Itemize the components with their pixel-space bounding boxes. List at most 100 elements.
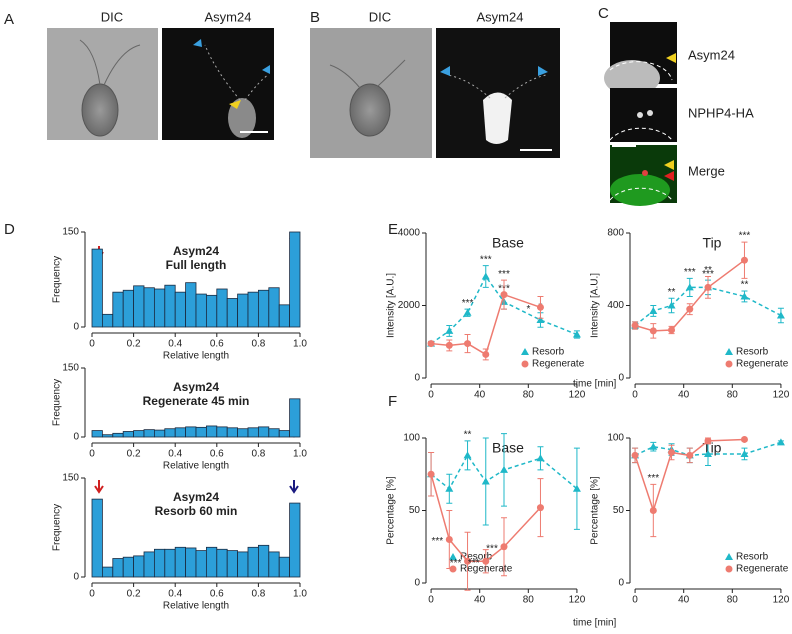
- bar: [143, 429, 155, 438]
- significance: **: [704, 265, 712, 276]
- arrowhead: [538, 66, 548, 76]
- marker: [445, 341, 453, 349]
- x-tick-label: 1.0: [293, 589, 307, 600]
- marker: [667, 301, 676, 309]
- marker: [649, 327, 657, 335]
- marker: [482, 557, 490, 565]
- bar: [133, 430, 145, 438]
- arrowhead: [664, 160, 674, 170]
- marker: [740, 256, 748, 264]
- y-tick-label: 4000: [398, 228, 421, 239]
- bar: [174, 546, 186, 578]
- bar: [164, 428, 176, 438]
- marker: [536, 504, 544, 512]
- arrowhead: [440, 66, 450, 76]
- x-tick-label: 0: [89, 449, 95, 460]
- arrowhead: [193, 39, 202, 47]
- series-line: [430, 474, 542, 562]
- significance: ***: [498, 269, 510, 280]
- x-tick-label: 1.0: [293, 339, 307, 350]
- legend-marker: [521, 360, 529, 368]
- marker: [481, 477, 490, 485]
- fluor-image: [610, 88, 677, 142]
- bar: [268, 551, 280, 578]
- x-tick-label: 0.4: [168, 589, 182, 600]
- bar: [216, 288, 228, 328]
- y-tick-label: 0: [414, 578, 420, 589]
- x-tick-label: 80: [523, 595, 535, 606]
- y-axis-label: Intensity [A.U.]: [590, 273, 601, 338]
- flagella: [204, 44, 269, 101]
- marker: [704, 437, 712, 445]
- bar: [237, 428, 249, 438]
- x-tick-label: 0.8: [251, 339, 265, 350]
- y-tick-label: 0: [73, 322, 79, 333]
- marker: [649, 306, 658, 314]
- image-label: Asym24: [477, 9, 524, 24]
- marker: [482, 350, 490, 358]
- x-tick-label: 0: [89, 589, 95, 600]
- image-label: Asym24: [688, 47, 735, 62]
- x-axis-label: time [min]: [573, 379, 617, 390]
- significance: *: [527, 304, 531, 315]
- chart-subtitle: Regenerate 45 min: [143, 394, 250, 408]
- marker: [631, 321, 639, 329]
- bar: [268, 428, 280, 438]
- x-tick-label: 80: [727, 390, 739, 401]
- marker: [704, 283, 712, 291]
- chart-title: Tip: [703, 235, 722, 251]
- significance: **: [741, 280, 749, 291]
- bar: [174, 291, 186, 328]
- marker: [427, 470, 435, 478]
- cell: [483, 92, 512, 144]
- y-axis-label: Frequency: [52, 379, 63, 426]
- significance: ***: [702, 269, 714, 280]
- bar: [278, 556, 291, 578]
- bar: [102, 434, 114, 438]
- marker: [481, 272, 490, 280]
- bar: [133, 555, 145, 578]
- legend-label: Regenerate: [532, 359, 585, 370]
- x-axis-label: Relative length: [163, 351, 229, 362]
- y-axis-label: Percentage [%]: [590, 476, 601, 545]
- bar: [185, 547, 197, 578]
- panel-letter: A: [4, 11, 14, 28]
- y-tick-label: 100: [607, 433, 624, 444]
- flagella: [79, 39, 141, 86]
- significance: ***: [684, 267, 696, 278]
- y-tick-label: 150: [62, 227, 79, 238]
- y-tick-label: 0: [618, 578, 624, 589]
- legend-marker: [521, 348, 529, 355]
- chart-title: Asym24: [173, 490, 219, 504]
- x-tick-label: 0.8: [251, 449, 265, 460]
- x-tick-label: 0: [632, 595, 638, 606]
- x-tick-label: 120: [773, 595, 790, 606]
- bar: [112, 432, 124, 438]
- bar: [216, 426, 228, 438]
- bar: [185, 282, 197, 328]
- bar: [226, 298, 238, 328]
- marker: [740, 435, 748, 443]
- bar: [112, 291, 124, 328]
- y-axis-label: Frequency: [52, 504, 63, 551]
- y-tick-label: 0: [618, 373, 624, 384]
- bar: [153, 288, 166, 328]
- bar: [289, 502, 301, 578]
- bar: [226, 427, 238, 438]
- bar: [195, 293, 207, 328]
- marker: [463, 451, 472, 459]
- spot: [637, 112, 643, 118]
- bar: [122, 556, 134, 578]
- y-tick-label: 400: [607, 300, 624, 311]
- chart-title: Asym24: [173, 380, 219, 394]
- bar: [237, 293, 249, 328]
- bar: [247, 546, 259, 578]
- y-tick-label: 2000: [398, 300, 421, 311]
- marker: [445, 536, 453, 543]
- image-label: Asym24: [205, 9, 252, 24]
- x-tick-label: 40: [678, 390, 690, 401]
- bar: [268, 287, 280, 328]
- bar: [122, 289, 134, 328]
- cell: [604, 60, 660, 96]
